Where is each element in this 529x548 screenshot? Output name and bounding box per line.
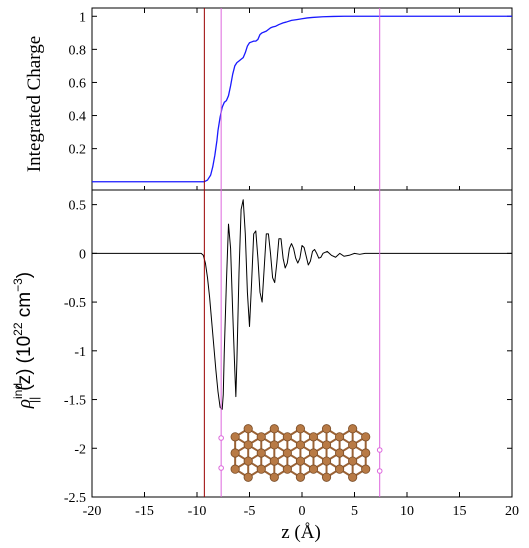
atom — [282, 464, 292, 474]
atom — [269, 440, 279, 450]
atom — [321, 472, 332, 482]
atom — [348, 424, 358, 434]
atom — [348, 440, 358, 450]
atom — [230, 464, 240, 474]
x-tick-label: 5 — [351, 504, 358, 519]
atom — [348, 456, 358, 466]
integrated-charge-line — [92, 15, 512, 183]
bottom-y-tick-label: -1 — [74, 345, 86, 360]
bottom-frame — [91, 189, 513, 498]
atom — [321, 424, 332, 434]
atom — [334, 432, 345, 442]
top-y-tick-label: 0.2 — [69, 143, 87, 158]
cell-marker — [376, 468, 383, 474]
atom — [361, 464, 371, 474]
atom — [256, 464, 266, 474]
bottom-y-tick-label: -1.5 — [64, 394, 86, 409]
x-tick-label: 15 — [453, 504, 467, 519]
atom — [308, 432, 319, 442]
top-y-tick-label: 0.4 — [69, 110, 87, 125]
atom — [321, 456, 332, 466]
atom — [230, 448, 240, 458]
induced-density-line — [92, 199, 512, 410]
atom — [361, 432, 371, 442]
atom — [256, 448, 266, 458]
atom — [243, 424, 253, 434]
x-axis-label: z (Å) — [281, 522, 321, 543]
x-tick-label: -10 — [188, 504, 207, 519]
cell-marker — [218, 465, 224, 471]
atom — [295, 440, 306, 450]
top-y-axis-label: Integrated Charge — [24, 36, 45, 172]
x-tick-label: 20 — [505, 504, 519, 519]
x-tick-label: 0 — [299, 504, 306, 519]
atom — [295, 472, 306, 482]
x-tick-label: -15 — [135, 504, 154, 519]
atom — [230, 432, 240, 442]
atom — [243, 440, 253, 450]
atom — [256, 432, 266, 442]
bottom-y-tick-label: 0 — [79, 247, 86, 262]
atom — [282, 432, 292, 442]
atom — [269, 424, 279, 434]
cell-marker — [218, 435, 224, 441]
x-tick-label: -5 — [244, 504, 256, 519]
top-frame — [91, 7, 513, 191]
x-tick-label: 10 — [400, 504, 414, 519]
cell-marker — [376, 447, 383, 453]
atom — [243, 472, 253, 482]
atom — [321, 440, 332, 450]
reference-lines — [203, 8, 381, 497]
top-panel-integrated-charge: 0.2 0.4 0.6 0.8 1 — [69, 7, 513, 191]
top-y-tick-label: 0.6 — [69, 76, 87, 91]
bottom-y-axis-label: ρind||(z) (1022 cm−3) — [11, 272, 41, 409]
bottom-y-tick-label: -0.5 — [64, 296, 86, 311]
atom — [295, 456, 306, 466]
bottom-y-tick-label: -2.5 — [64, 491, 86, 506]
atom — [334, 464, 345, 474]
atom — [269, 456, 279, 466]
atom — [282, 448, 292, 458]
atom — [308, 448, 319, 458]
atom — [334, 448, 345, 458]
atom — [348, 472, 358, 482]
top-y-tick-label: 1 — [79, 10, 86, 25]
bottom-panel-induced-density: 0.5 0 -0.5 -1 -1.5 -2 -2.5-20 -15 -10 -5 0 5 10 15 20 — [64, 189, 519, 519]
atomic-structure-inset — [218, 424, 383, 482]
bottom-y-tick-label: -2 — [74, 442, 86, 457]
bottom-y-tick-label: 0.5 — [69, 199, 87, 214]
top-y-tick-label: 0.8 — [69, 43, 87, 58]
atom — [269, 472, 279, 482]
x-tick-label: -20 — [83, 504, 102, 519]
atom — [361, 448, 371, 458]
atom — [295, 424, 306, 434]
atom — [308, 464, 319, 474]
atom — [243, 456, 253, 466]
